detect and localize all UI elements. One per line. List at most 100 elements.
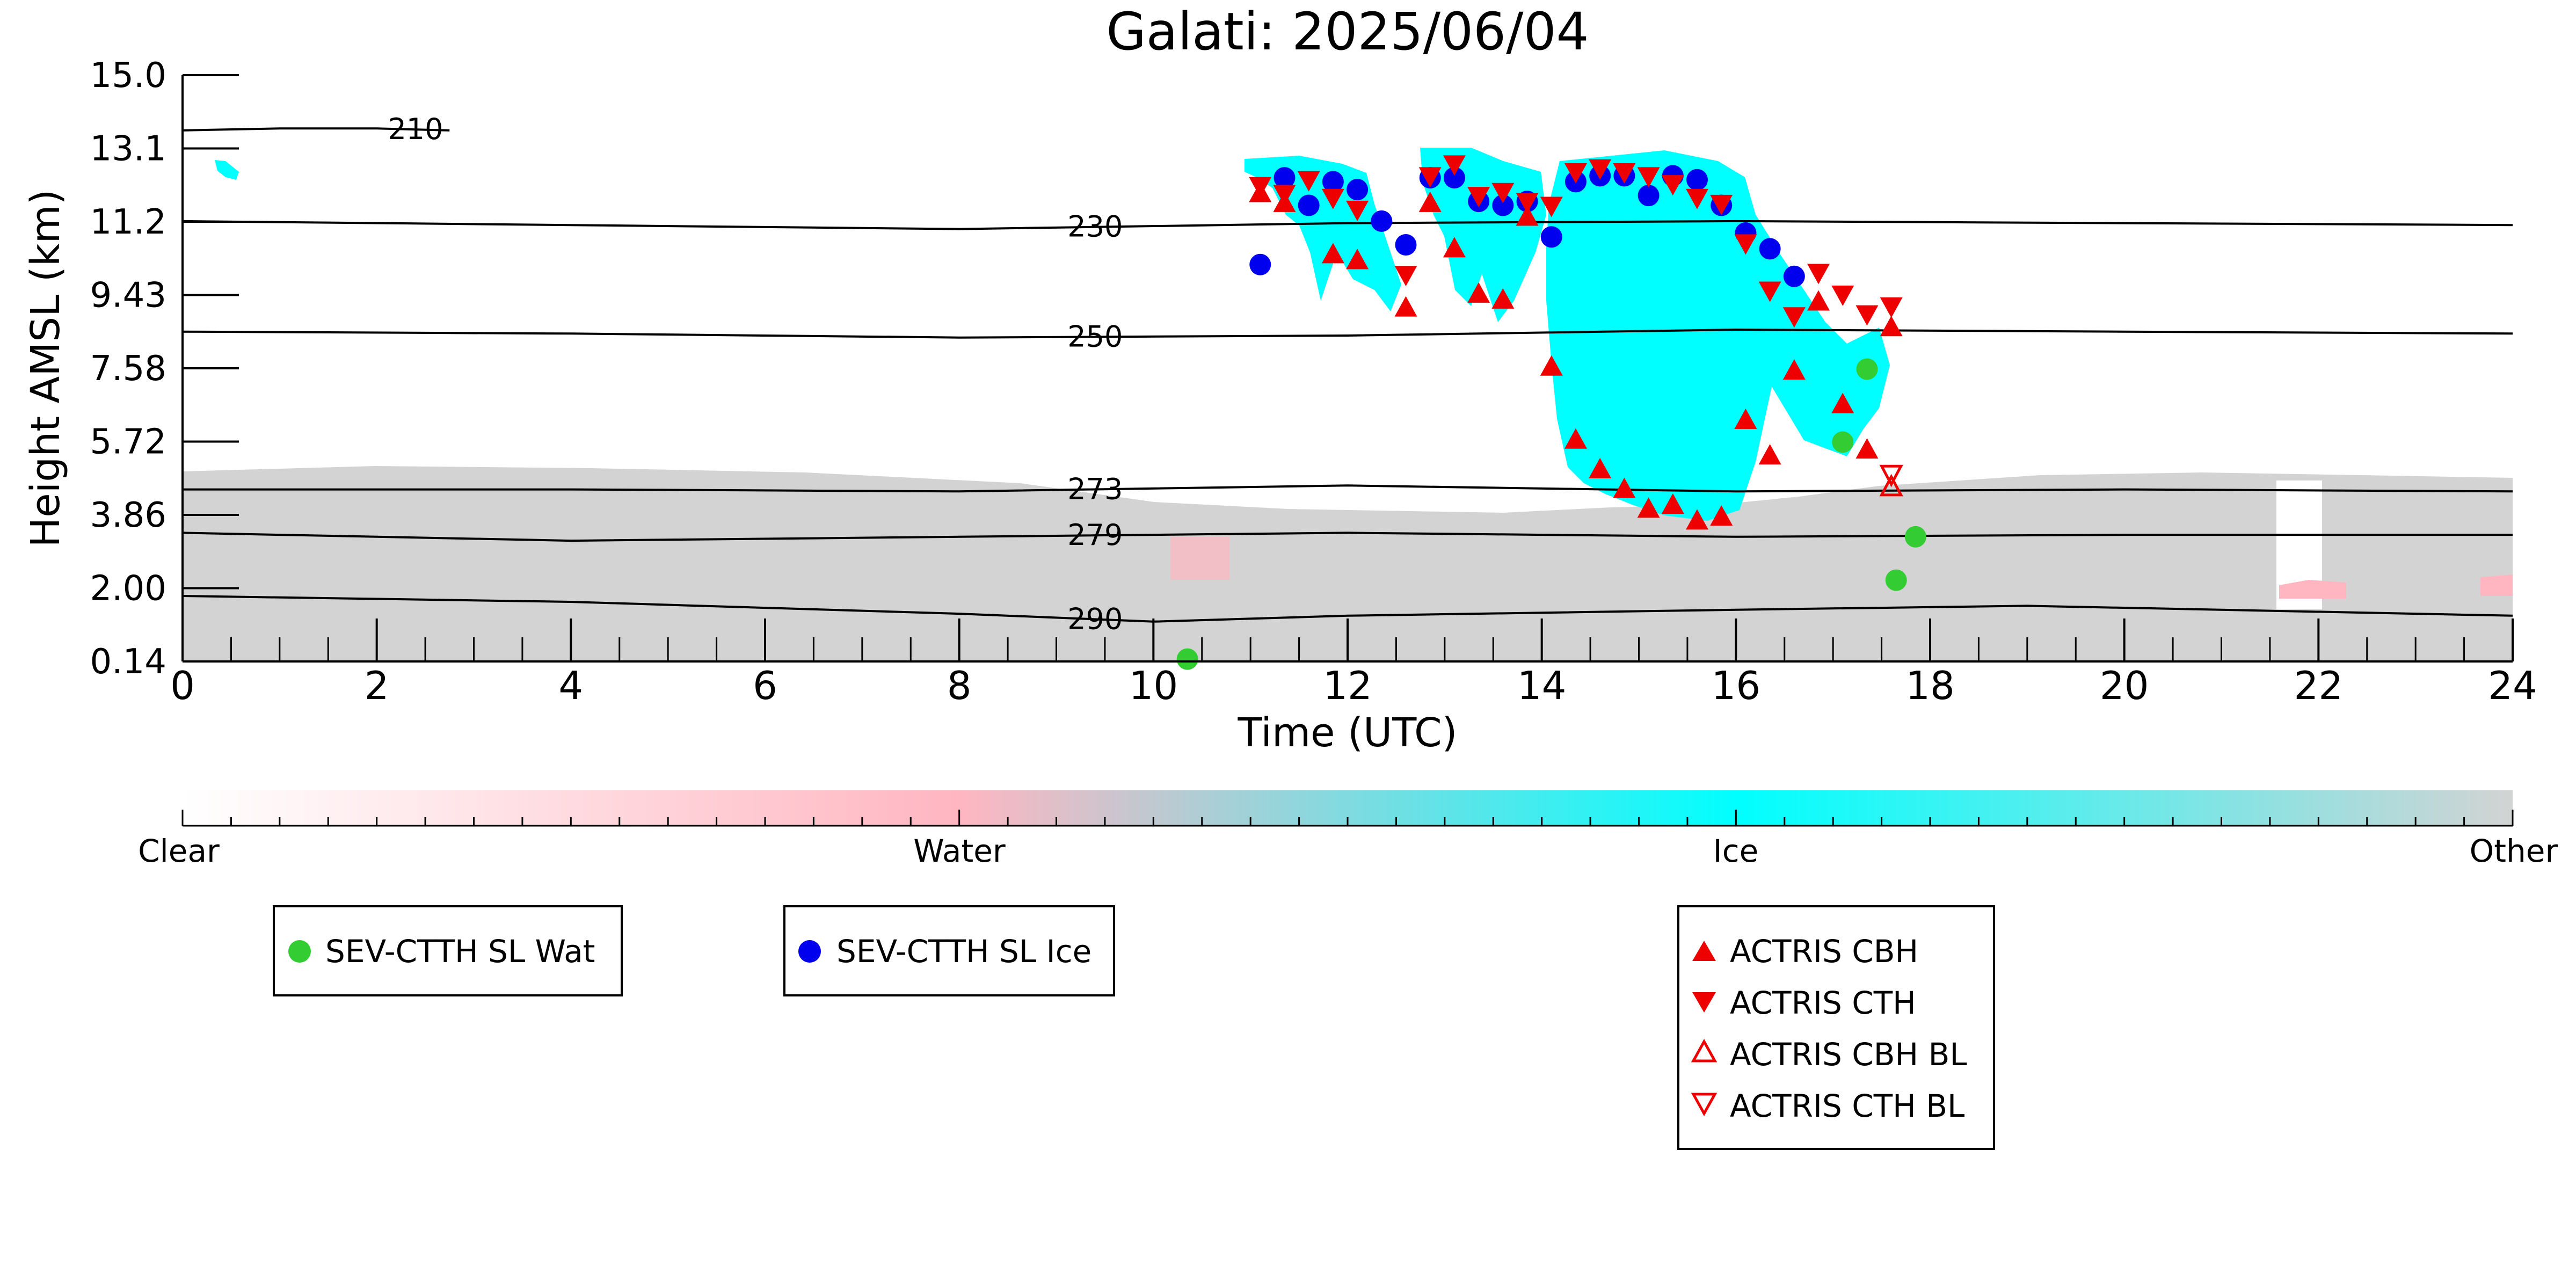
- actris-cbh-point: [1758, 444, 1781, 465]
- isotherm-lines: 210 230 250 273 279 290: [182, 112, 2513, 636]
- ice-ctth-point: [1783, 265, 1805, 287]
- ice-ctth-point: [1298, 194, 1320, 216]
- ice-ctth-point: [1540, 226, 1562, 248]
- isotherm-230-line: [182, 220, 2513, 230]
- actris-cbh-point: [1418, 191, 1442, 212]
- actris-cth-point: [1491, 183, 1515, 203]
- actris-cth-point: [1710, 194, 1733, 215]
- actris-cth-point: [1637, 167, 1660, 188]
- y-tick-label: 13.1: [90, 129, 167, 169]
- y-tick-label: 15.0: [90, 56, 167, 96]
- y-axis-ticks: 0.14 2.00 3.86 5.72 7.58 9.43 11.2 13.1 15.0: [90, 56, 239, 682]
- actris-cth-point: [1782, 307, 1806, 328]
- isotherm-210-line: [182, 127, 450, 132]
- actris-cth-point: [1661, 175, 1684, 196]
- x-tick-label: 10: [1129, 663, 1178, 708]
- legend-marker-cbh-bl-triangle: [1691, 1038, 1718, 1063]
- x-tick-label: 12: [1323, 663, 1372, 708]
- water-ctth-point: [1856, 358, 1878, 380]
- x-tick-label: 14: [1517, 663, 1567, 708]
- legend-water: SEV-CTTH SL Wat: [273, 905, 623, 996]
- data-points: [1176, 155, 1926, 670]
- legend-marker-cbh-triangle: [1692, 941, 1716, 961]
- ice-cloud-region: [1420, 148, 1546, 322]
- legend-box: [783, 905, 1115, 996]
- x-tick-label: 8: [947, 663, 972, 708]
- y-tick-label: 11.2: [90, 202, 167, 242]
- actris-cth-point: [1758, 281, 1781, 302]
- actris-cbh-point: [1321, 243, 1344, 264]
- x-tick-label: 24: [2488, 663, 2537, 708]
- legend-marker-cth-triangle: [1692, 992, 1716, 1013]
- x-tick-label: 22: [2294, 663, 2344, 708]
- legend-label: ACTRIS CBH BL: [1730, 1036, 1967, 1073]
- actris-cth-point: [1613, 163, 1636, 184]
- y-tick-label: 0.14: [90, 642, 167, 682]
- actris-cbh-point: [1443, 237, 1466, 258]
- actris-cth-point: [1321, 188, 1344, 209]
- isotherm-label: 273: [1067, 472, 1123, 506]
- ice-ctth-point: [1371, 210, 1393, 232]
- ice-ctth-point: [1686, 169, 1708, 191]
- actris-cth-point: [1346, 200, 1369, 221]
- water-patch: [2279, 580, 2346, 599]
- other-class-region: [183, 466, 2513, 661]
- actris-cbh-point: [1564, 428, 1587, 449]
- actris-cth-point: [1807, 264, 1830, 285]
- isotherm-label: 279: [1067, 518, 1123, 552]
- y-axis-label: Height AMSL (km): [23, 189, 69, 547]
- isotherm-label: 290: [1067, 602, 1123, 636]
- x-tick-label: 4: [558, 663, 583, 708]
- x-tick-label: 2: [365, 663, 389, 708]
- water-ctth-point: [1885, 569, 1907, 591]
- actris-cbh-point: [1589, 457, 1612, 478]
- water-ctth-point: [1176, 648, 1198, 670]
- actris-cbh-point: [1346, 249, 1369, 270]
- actris-cth-point: [1855, 305, 1879, 326]
- legend-label: ACTRIS CTH: [1730, 985, 1916, 1021]
- actris-cth-point: [1516, 193, 1539, 214]
- ice-ctth-point: [1759, 238, 1781, 260]
- actris-cbh-point: [1661, 493, 1684, 514]
- x-axis-label: Time (UTC): [1237, 710, 1457, 756]
- actris-cth-point: [1467, 187, 1490, 208]
- legend-marker-cth-bl-triangle: [1691, 1093, 1718, 1117]
- actris-cbh-point: [1491, 288, 1515, 309]
- isotherm-label: 250: [1067, 319, 1123, 353]
- actris-cbh-point: [1734, 409, 1757, 430]
- ice-cloud-region: [1546, 150, 1890, 521]
- isotherm-label: 230: [1067, 210, 1123, 244]
- actris-cbh-point: [1855, 438, 1879, 459]
- actris-cth-bl-point: [1879, 464, 1903, 487]
- y-tick-label: 7.58: [90, 349, 167, 389]
- actris-cth-point: [1249, 177, 1272, 198]
- actris-cbh-point: [1516, 205, 1539, 226]
- actris-cbh-point: [1613, 477, 1636, 498]
- water-patch: [1170, 537, 1229, 580]
- x-tick-label: 0: [170, 663, 195, 708]
- colorbar-label-other: Other: [2470, 833, 2558, 869]
- colorbar-label-clear: Clear: [138, 833, 220, 869]
- actris-cbh-point: [1540, 355, 1563, 376]
- chart-title: Galati: 2025/06/04: [1106, 2, 1589, 62]
- y-tick-label: 3.86: [90, 496, 167, 535]
- legend-label: SEV-CTTH SL Wat: [325, 933, 595, 970]
- actris-cth-point: [1589, 159, 1612, 180]
- actris-cth-point: [1831, 285, 1854, 306]
- x-tick-label: 16: [1712, 663, 1761, 708]
- ice-ctth-point: [1395, 234, 1417, 256]
- actris-cth-point: [1443, 155, 1466, 176]
- legend-label: ACTRIS CTH BL: [1730, 1088, 1964, 1124]
- actris-cth-point: [1564, 163, 1587, 184]
- actris-cbh-point: [1710, 505, 1733, 526]
- isotherm-273-line: [183, 484, 2513, 493]
- legend-ice: SEV-CTTH SL Ice: [783, 905, 1115, 996]
- water-patch: [2480, 574, 2513, 596]
- ice-ctth-point: [1638, 185, 1660, 207]
- legend-marker-water-circle: [288, 940, 311, 963]
- actris-cth-point: [1540, 197, 1563, 217]
- legend-actris: ACTRIS CBH ACTRIS CTH ACTRIS CBH BL ACTR…: [1677, 905, 1995, 1150]
- actris-cbh-point: [1686, 509, 1708, 530]
- legend-label: ACTRIS CBH: [1730, 933, 1918, 970]
